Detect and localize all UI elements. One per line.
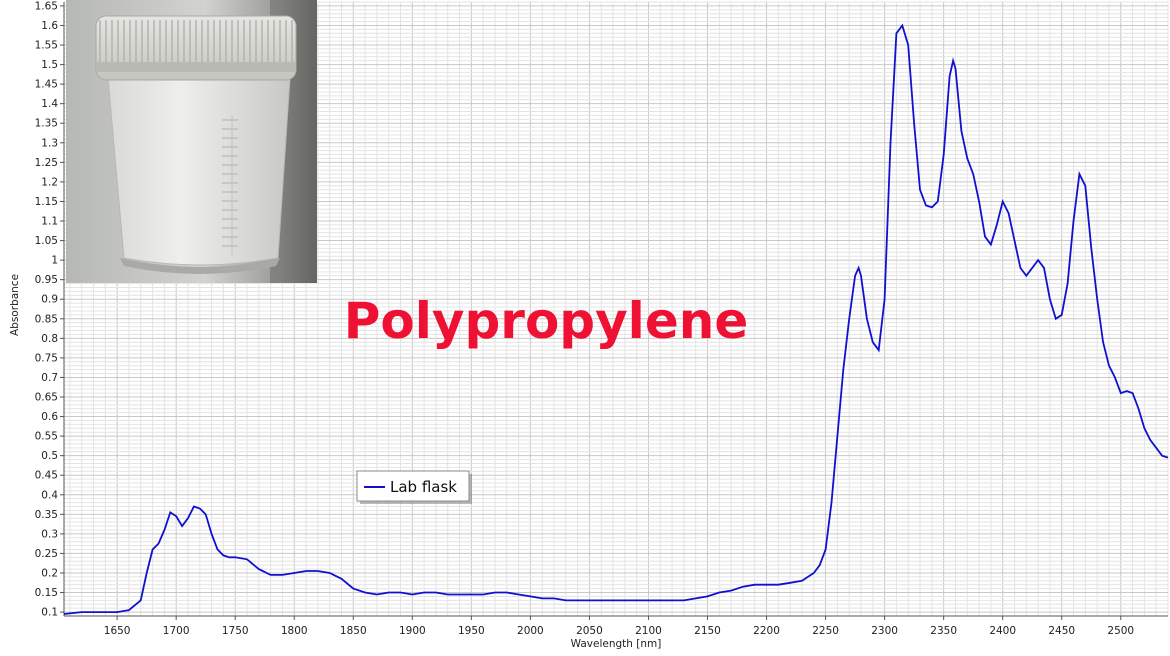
y-tick-label: 1.15: [35, 196, 58, 208]
y-tick-label: 1.35: [35, 118, 58, 130]
y-tick-label: 0.35: [35, 509, 58, 521]
y-tick-label: 1.45: [35, 79, 58, 91]
y-tick-label: 0.6: [41, 411, 58, 423]
x-tick-label: 2250: [812, 625, 839, 637]
y-tick-label: 0.65: [35, 391, 58, 403]
x-tick-label: 2100: [635, 625, 662, 637]
x-tick-label: 1750: [222, 625, 249, 637]
y-tick-label: 1.3: [41, 137, 58, 149]
legend-label: Lab flask: [390, 478, 457, 496]
y-tick-label: 1.25: [35, 157, 58, 169]
y-tick-label: 1.6: [41, 20, 58, 32]
x-tick-label: 2200: [753, 625, 780, 637]
x-tick-label: 1650: [104, 625, 131, 637]
x-tick-label: 2350: [930, 625, 957, 637]
x-tick-label: 2500: [1107, 625, 1134, 637]
y-tick-label: 0.1: [41, 607, 58, 619]
jar-graduation-marks: [222, 115, 238, 255]
jar-lid-ridges: [99, 20, 293, 62]
y-tick-label: 0.7: [41, 372, 58, 384]
y-tick-label: 0.75: [35, 352, 58, 364]
y-tick-labels: 0.1 0.15 0.2 0.25 0.3 0.35 0.4 0.45 0.5 0.55 0.6 0.…: [35, 0, 64, 619]
y-tick-label: 0.15: [35, 587, 58, 599]
x-tick-label: 2450: [1048, 625, 1075, 637]
y-tick-label: 0.4: [41, 489, 58, 501]
chart-title: Polypropylene: [344, 292, 748, 350]
axes: [63, 2, 1168, 617]
x-tick-label: 2300: [871, 625, 898, 637]
x-tick-label: 1900: [399, 625, 426, 637]
y-tick-label: 0.9: [41, 294, 58, 306]
y-tick-label: 0.2: [41, 567, 58, 579]
y-tick-label: 1.65: [35, 0, 58, 12]
x-axis-label: Wavelength [nm]: [571, 638, 662, 650]
y-tick-label: 0.45: [35, 470, 58, 482]
inset-photo: [66, 0, 317, 283]
y-tick-label: 1.05: [35, 235, 58, 247]
jar-body: [107, 77, 291, 266]
y-tick-label: 1.1: [41, 216, 58, 228]
y-tick-label: 1.4: [41, 98, 58, 110]
y-tick-label: 0.55: [35, 431, 58, 443]
x-tick-label: 1800: [281, 625, 308, 637]
y-tick-label: 1.2: [41, 176, 58, 188]
y-tick-label: 0.3: [41, 528, 58, 540]
jar-lid-rim: [96, 62, 296, 72]
x-tick-label: 2050: [576, 625, 603, 637]
x-tick-label: 1850: [340, 625, 367, 637]
x-tick-labels: 1650 1700 1750 1800 1850 1900 1950 2000 2050 2100…: [104, 616, 1134, 637]
y-tick-label: 0.5: [41, 450, 58, 462]
x-tick-label: 2150: [694, 625, 721, 637]
x-tick-label: 2000: [517, 625, 544, 637]
y-tick-label: 0.8: [41, 333, 58, 345]
y-tick-label: 0.85: [35, 313, 58, 325]
x-tick-label: 2400: [989, 625, 1016, 637]
y-tick-label: 1: [51, 255, 58, 267]
x-tick-label: 1950: [458, 625, 485, 637]
y-tick-label: 1.5: [41, 59, 58, 71]
jar-base: [120, 258, 280, 274]
y-tick-label: 1.55: [35, 40, 58, 52]
y-axis-label: Absorbance: [9, 274, 21, 336]
series-line-lab-flask: [63, 23, 1169, 615]
y-tick-label: 0.25: [35, 548, 58, 560]
x-tick-label: 1700: [163, 625, 190, 637]
legend: Lab flask: [356, 470, 472, 504]
y-tick-label: 0.95: [35, 274, 58, 286]
